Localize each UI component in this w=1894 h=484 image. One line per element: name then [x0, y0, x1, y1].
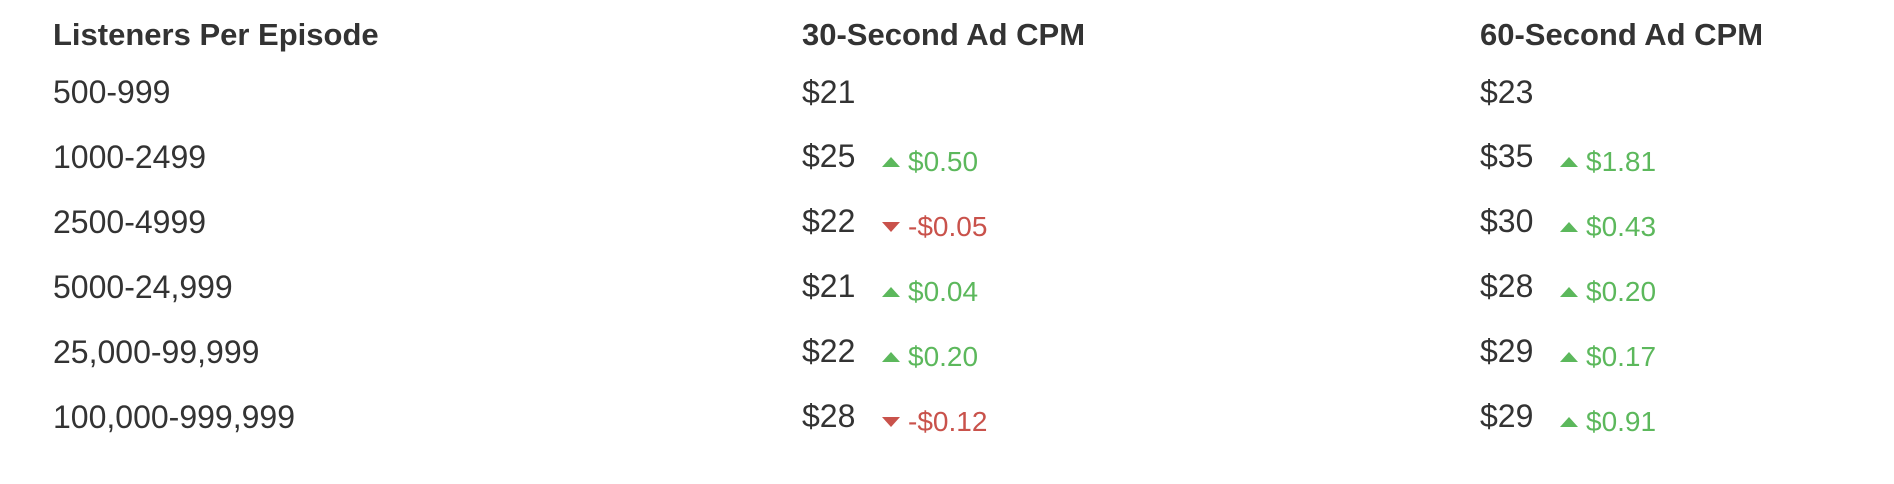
triangle-up-icon [882, 156, 900, 167]
triangle-up-icon [1560, 286, 1578, 297]
cell-cpm-30: $22 -$0.05 [802, 190, 1480, 255]
cpm-60-change: $0.20 [1560, 276, 1656, 308]
cell-cpm-60: $28 $0.20 [1480, 255, 1840, 320]
cpm-60-price: $30 [1480, 202, 1534, 239]
header-row: Listeners Per Episode 30-Second Ad CPM 6… [53, 10, 1840, 60]
cpm-30-change-value: -$0.05 [908, 210, 988, 242]
cpm-30-change: $0.20 [882, 341, 978, 373]
cpm-60-change-value: $0.91 [1586, 405, 1657, 437]
triangle-down-icon [882, 221, 900, 232]
cell-cpm-60: $30 $0.43 [1480, 190, 1840, 255]
cpm-30-change: -$0.05 [882, 211, 987, 243]
cpm-60-change: $0.17 [1560, 341, 1656, 373]
table-body: 500-999 $21 $23 1000-2499 $25 $0.50 $35 $1.81 25… [53, 60, 1840, 450]
table-row: 1000-2499 $25 $0.50 $35 $1.81 [53, 125, 1840, 190]
cell-cpm-30: $21 [802, 60, 1480, 125]
cpm-30-change: $0.50 [882, 146, 978, 178]
cell-listeners: 25,000-99,999 [53, 334, 260, 370]
table-row: 5000-24,999 $21 $0.04 $28 $0.20 [53, 255, 1840, 320]
cell-cpm-60: $29 $0.17 [1480, 320, 1840, 385]
cpm-30-price: $22 [802, 202, 856, 239]
cpm-30-price: $28 [802, 397, 856, 434]
table-row: 25,000-99,999 $22 $0.20 $29 $0.17 [53, 320, 1840, 385]
cell-listeners: 1000-2499 [53, 139, 207, 175]
table-header: Listeners Per Episode 30-Second Ad CPM 6… [53, 10, 1840, 60]
cpm-30-price: $21 [802, 74, 856, 110]
header-cpm-60: 60-Second Ad CPM [1480, 17, 1764, 52]
cpm-60-price: $29 [1480, 397, 1534, 434]
cell-cpm-60: $29 $0.91 [1480, 385, 1840, 450]
cpm-30-change-value: $0.50 [908, 145, 979, 177]
cell-cpm-60: $35 $1.81 [1480, 125, 1840, 190]
header-cpm-30: 30-Second Ad CPM [802, 17, 1086, 52]
cpm-60-change-value: $0.20 [1586, 275, 1657, 307]
cpm-30-change-value: $0.04 [908, 275, 979, 307]
cpm-60-price: $28 [1480, 267, 1534, 304]
cell-listeners: 100,000-999,999 [53, 399, 295, 435]
cpm-30-change: $0.04 [882, 276, 978, 308]
cpm-60-price: $23 [1480, 74, 1534, 110]
cell-cpm-30: $28 -$0.12 [802, 385, 1480, 450]
cpm-60-change-value: $0.17 [1586, 340, 1657, 372]
cpm-30-change: -$0.12 [882, 406, 987, 438]
triangle-up-icon [1560, 416, 1578, 427]
triangle-up-icon [1560, 221, 1578, 232]
cpm-table: Listeners Per Episode 30-Second Ad CPM 6… [53, 10, 1840, 450]
triangle-up-icon [882, 351, 900, 362]
cpm-60-change: $0.43 [1560, 211, 1656, 243]
triangle-up-icon [1560, 156, 1578, 167]
table-row: 500-999 $21 $23 [53, 60, 1840, 125]
cell-listeners: 5000-24,999 [53, 269, 233, 305]
triangle-up-icon [1560, 351, 1578, 362]
cell-listeners: 2500-4999 [53, 204, 207, 240]
cpm-60-price: $29 [1480, 332, 1534, 369]
cpm-30-change-value: $0.20 [908, 340, 979, 372]
cell-cpm-30: $22 $0.20 [802, 320, 1480, 385]
cell-cpm-60: $23 [1480, 60, 1840, 125]
triangle-down-icon [882, 416, 900, 427]
cell-cpm-30: $25 $0.50 [802, 125, 1480, 190]
cpm-60-change: $0.91 [1560, 406, 1656, 438]
table-row: 2500-4999 $22 -$0.05 $30 $0.43 [53, 190, 1840, 255]
table-row: 100,000-999,999 $28 -$0.12 $29 $0.91 [53, 385, 1840, 450]
cpm-60-change-value: $1.81 [1586, 145, 1657, 177]
cpm-60-change: $1.81 [1560, 146, 1656, 178]
cpm-60-price: $35 [1480, 137, 1534, 174]
cpm-30-price: $22 [802, 332, 856, 369]
header-listeners: Listeners Per Episode [53, 17, 379, 52]
cpm-30-price: $25 [802, 137, 856, 174]
cpm-60-change-value: $0.43 [1586, 210, 1657, 242]
cpm-30-price: $21 [802, 267, 856, 304]
triangle-up-icon [882, 286, 900, 297]
cell-listeners: 500-999 [53, 74, 171, 110]
cell-cpm-30: $21 $0.04 [802, 255, 1480, 320]
cpm-30-change-value: -$0.12 [908, 405, 988, 437]
